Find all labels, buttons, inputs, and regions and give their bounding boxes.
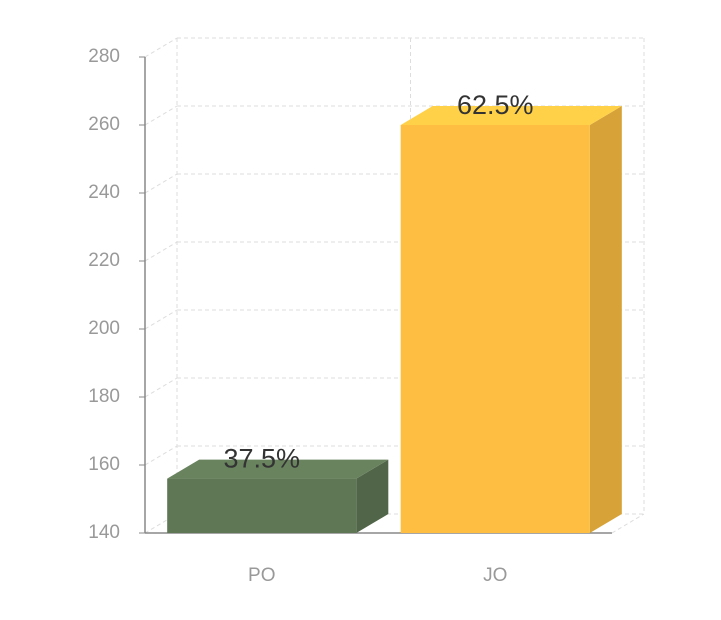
bar-top: [167, 459, 389, 479]
data-label: 37.5%: [223, 444, 300, 474]
grid-line-diagonal: [144, 445, 178, 466]
bar: [400, 125, 590, 533]
y-tick-label: 260: [88, 114, 120, 135]
bar-top: [400, 106, 622, 125]
grid-line-diagonal: [144, 241, 178, 262]
x-tick-label: JO: [483, 565, 507, 586]
grid-line-diagonal: [144, 377, 178, 398]
y-tick-label: 240: [88, 182, 120, 203]
y-tick-label: 140: [88, 522, 120, 543]
grid-line-diagonal: [144, 173, 178, 194]
y-tick-label: 280: [88, 46, 120, 67]
grid-line-diagonal: [144, 105, 178, 126]
bar-side: [356, 459, 389, 533]
bar-side: [589, 106, 622, 533]
x-tick-label: PO: [248, 565, 275, 586]
floor-edge: [611, 513, 645, 534]
y-tick-label: 220: [88, 250, 120, 271]
bar: [167, 478, 357, 533]
data-label: 62.5%: [457, 90, 534, 120]
y-tick-label: 160: [88, 454, 120, 475]
y-tick-label: 180: [88, 386, 120, 407]
grid-line-diagonal: [144, 309, 178, 330]
grid-line-diagonal: [144, 37, 178, 58]
y-tick-label: 200: [88, 318, 120, 339]
